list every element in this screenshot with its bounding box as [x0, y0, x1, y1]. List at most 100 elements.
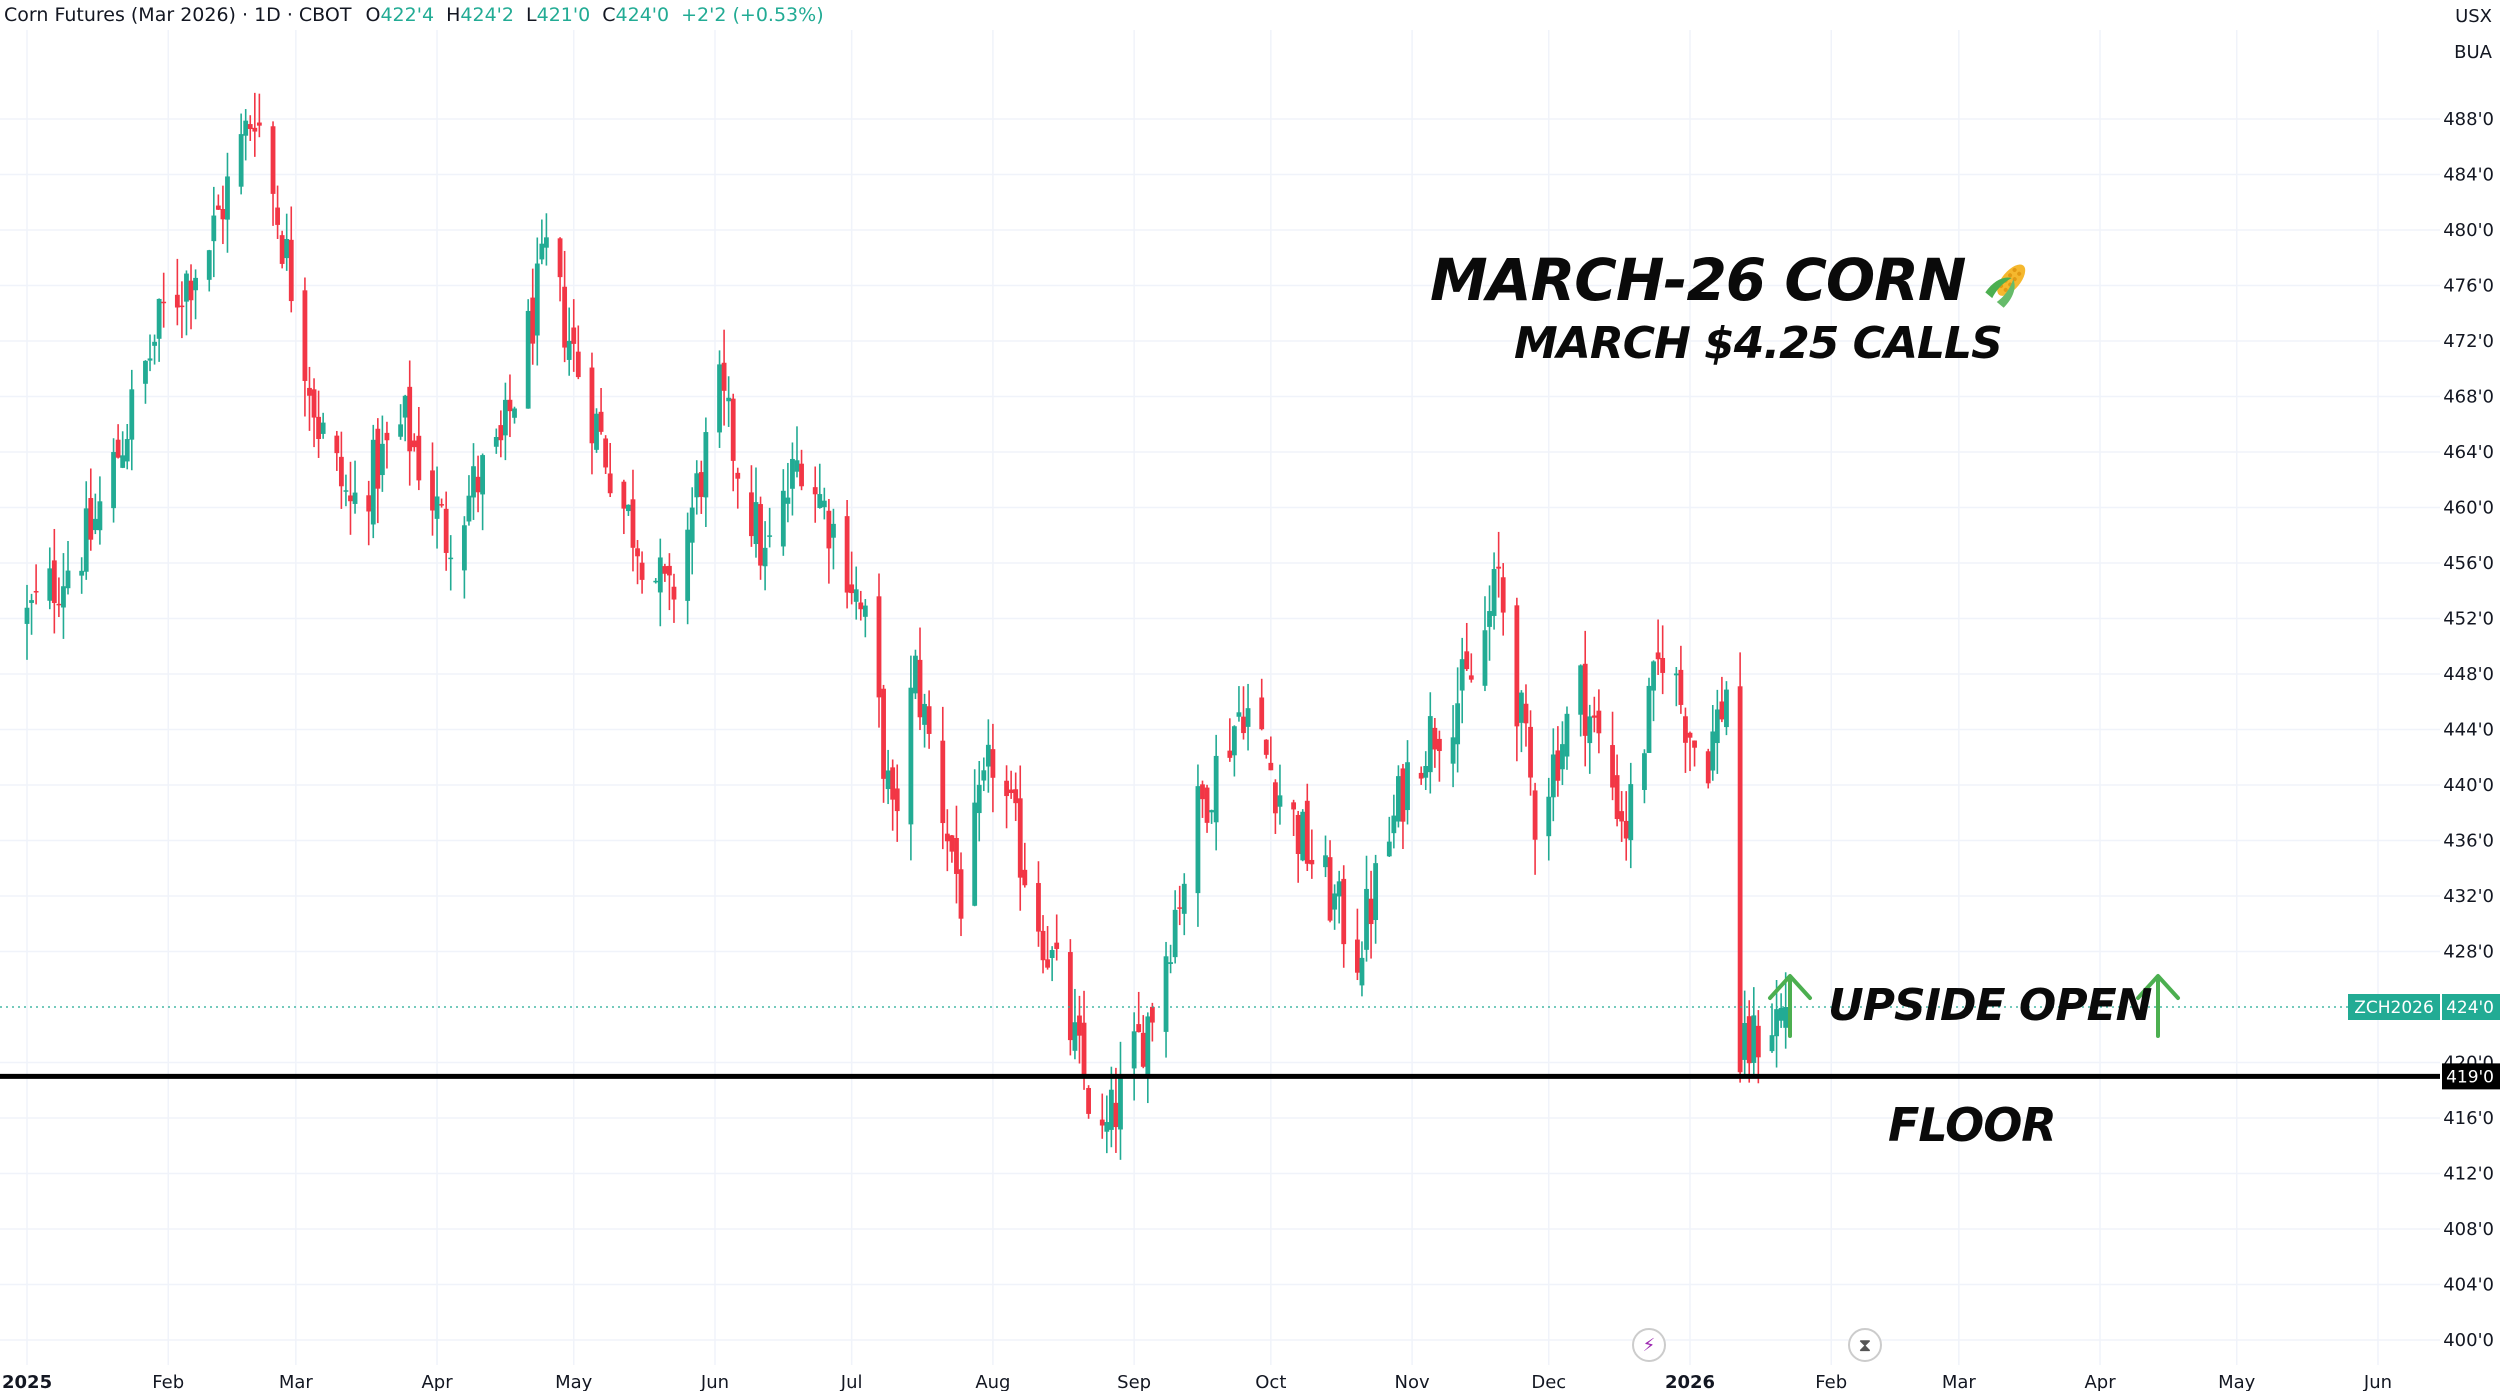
candle-body	[47, 568, 53, 601]
candle-body	[206, 250, 212, 280]
y-tick-label: 472'0	[2443, 331, 2494, 352]
candle-body	[288, 239, 294, 302]
candle-body	[1673, 673, 1679, 676]
candle-body	[279, 235, 285, 264]
candle-body	[443, 508, 449, 553]
x-tick-label: Dec	[1531, 1372, 1566, 1391]
candle-body	[1086, 1087, 1091, 1114]
candle-body	[1236, 712, 1242, 717]
candle-body	[1386, 841, 1392, 857]
candle-body	[270, 126, 276, 194]
y-tick-label: 456'0	[2443, 553, 2494, 574]
y-tick-label: 484'0	[2443, 165, 2494, 186]
unit-measure[interactable]: BUA	[2454, 42, 2492, 63]
candle-body	[471, 466, 476, 498]
candle-body	[120, 455, 126, 468]
candle-body	[990, 749, 996, 778]
candle-body	[284, 239, 290, 259]
candle-body	[1528, 726, 1533, 778]
candle-body	[985, 744, 991, 767]
candle-body	[575, 351, 581, 378]
x-tick-label: 2026	[1665, 1372, 1715, 1391]
candle-body	[343, 490, 349, 492]
x-tick-label: Aug	[975, 1372, 1010, 1391]
candle-body	[493, 436, 499, 447]
candle-body	[1660, 657, 1666, 673]
candle-body	[1500, 577, 1506, 613]
candle-body	[1149, 1006, 1155, 1023]
candle-body	[439, 504, 445, 506]
candle-body	[730, 398, 736, 461]
candle-body	[594, 413, 599, 450]
candle-body	[1587, 716, 1593, 744]
candle-body	[188, 280, 194, 301]
candle-body	[1655, 652, 1661, 660]
candle-body	[370, 439, 376, 525]
candle-body	[1596, 710, 1602, 734]
candle-body	[161, 301, 167, 304]
candle-body	[461, 525, 467, 571]
high-value: 424'2	[460, 4, 514, 26]
title-annotation: MARCH-26 CORN	[1430, 246, 2031, 314]
candle-body	[1263, 739, 1269, 755]
candle-body	[1619, 811, 1625, 822]
candle-body	[1555, 750, 1561, 781]
x-axis: 2025 Feb Mar Apr May Jun Jul Aug Sep Oct Nov Dec 202…	[2, 1372, 2392, 1391]
subtitle-annotation: MARCH $4.25 CALLS	[1514, 318, 2003, 369]
candle-body	[944, 833, 950, 842]
candle-body	[799, 463, 804, 487]
change-value: +2'2 (+0.53%)	[681, 4, 824, 26]
candle-body	[179, 305, 185, 308]
candle-body	[1550, 754, 1556, 798]
last-price-badge	[2442, 994, 2500, 1020]
candle-body	[1341, 878, 1347, 945]
candle-body	[785, 497, 791, 504]
candle-body	[1245, 708, 1251, 727]
candle-body	[174, 294, 180, 308]
unit-currency[interactable]: USX	[2455, 6, 2492, 27]
candle-body	[1013, 789, 1019, 804]
y-axis: 488'0 484'0 480'0 476'0 472'0 468'0 464'0 460'0…	[2443, 109, 2494, 1351]
candle-body	[566, 340, 572, 360]
candle-body	[1642, 753, 1647, 790]
candle-body	[767, 535, 773, 537]
candle-body	[794, 460, 800, 472]
candle-body	[698, 472, 704, 497]
candle-body	[1204, 787, 1210, 823]
lightning-icon[interactable]: ⚡	[1632, 1328, 1666, 1362]
candle-body	[375, 428, 381, 489]
corn-icon	[1984, 264, 2025, 308]
y-tick-label: 408'0	[2443, 1219, 2494, 1240]
candle-body	[1272, 782, 1278, 814]
candle-body	[790, 458, 795, 489]
candle-body	[1359, 957, 1365, 986]
hourglass-icon[interactable]: ⧗	[1848, 1328, 1882, 1362]
candle-body	[256, 122, 262, 126]
candle-body	[211, 215, 217, 242]
candle-body	[1482, 630, 1488, 686]
candle-body	[1628, 784, 1634, 841]
candle-body	[1432, 727, 1438, 750]
candle-body	[758, 504, 763, 566]
candle-body	[881, 688, 886, 779]
candle-body	[1755, 1025, 1761, 1058]
candle-body	[1423, 766, 1429, 778]
candle-body	[61, 586, 66, 608]
candle-body	[1532, 790, 1538, 840]
candle-body	[780, 490, 786, 547]
candle-series	[24, 92, 1789, 1160]
x-tick-label: Nov	[1395, 1372, 1430, 1391]
y-tick-label: 464'0	[2443, 442, 2494, 463]
candle-body	[1459, 659, 1465, 691]
y-tick-label: 412'0	[2443, 1164, 2494, 1185]
candle-body	[1487, 611, 1492, 627]
candle-body	[1136, 1024, 1142, 1033]
candle-body	[1523, 703, 1529, 724]
candle-body	[762, 547, 768, 567]
symbol-name[interactable]: Corn Futures (Mar 2026) · 1D · CBOT	[4, 4, 352, 26]
y-tick-label: 432'0	[2443, 886, 2494, 907]
y-tick-label: 476'0	[2443, 276, 2494, 297]
candle-body	[812, 487, 818, 495]
candle-body	[1072, 1022, 1078, 1051]
